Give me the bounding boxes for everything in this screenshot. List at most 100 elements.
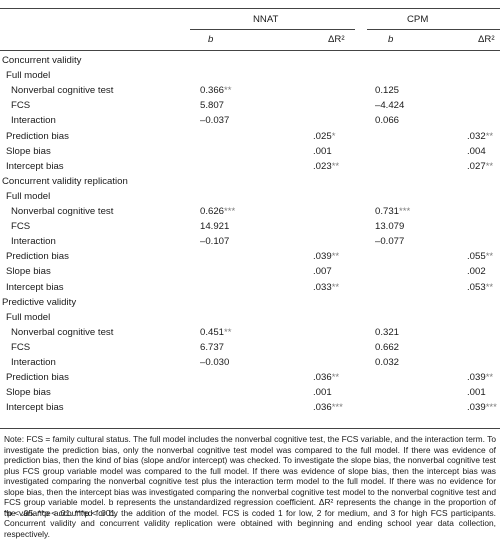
nnat-group-header: NNAT	[253, 14, 279, 25]
nnat-b-cell: 6.737	[200, 342, 224, 354]
row-label: Full model	[6, 312, 51, 323]
cell-value: .025	[313, 131, 332, 142]
header-rule	[0, 50, 500, 51]
nnat-dr2-cell: .025*	[313, 131, 335, 143]
row-label: Intercept bias	[6, 282, 64, 293]
significance-stars: *	[331, 131, 336, 142]
cell-value: 5.807	[200, 100, 225, 111]
cell-value: 0.032	[375, 357, 400, 368]
cpm-dr2-cell: .032**	[467, 131, 493, 143]
significance-stars: **	[485, 372, 494, 383]
cell-value: .027	[467, 161, 486, 172]
cell-value: .002	[467, 266, 486, 277]
significance-stars: **	[331, 372, 340, 383]
row-label: Full model	[6, 191, 51, 202]
cell-value: .036	[313, 372, 332, 383]
cpm-b-cell: 0.066	[375, 115, 399, 127]
cpm-group-header: CPM	[407, 14, 429, 25]
significance-stars: **	[331, 251, 340, 262]
nnat-dr2-cell: .023**	[313, 161, 339, 173]
cpm-b-cell: –0.077	[375, 236, 404, 248]
significance-stars: **	[485, 161, 494, 172]
nnat-dr2-cell: .033**	[313, 282, 339, 294]
row-label: Slope bias	[6, 146, 51, 157]
row-label: Predictive validity	[2, 297, 77, 308]
row-label: Prediction bias	[6, 251, 69, 262]
cpm-b-cell: 0.731***	[375, 206, 410, 218]
cell-value: –0.107	[200, 236, 230, 247]
cell-value: .001	[313, 387, 332, 398]
cpm-dr2-header: ΔR²	[478, 34, 495, 45]
cpm-dr2-cell: .053**	[467, 282, 493, 294]
table-note-text: Note: FCS = family cultural status. The …	[4, 434, 496, 539]
cell-value: .007	[313, 266, 332, 277]
nnat-dr2-header: ΔR²	[328, 34, 345, 45]
row-label: Interaction	[11, 236, 56, 247]
row-label: Interaction	[11, 115, 56, 126]
nnat-b-header: b	[208, 34, 214, 45]
row-label: Nonverbal cognitive test	[11, 327, 114, 338]
nnat-dr2-cell: .036***	[313, 402, 343, 414]
cell-value: 0.451	[200, 327, 225, 338]
significance-stars: ***	[224, 206, 236, 217]
cell-value: –0.037	[200, 115, 230, 126]
row-label: Nonverbal cognitive test	[11, 85, 114, 96]
significance-stars: **	[485, 251, 494, 262]
nnat-b-cell: –0.107	[200, 236, 229, 248]
cell-value: .001	[313, 146, 332, 157]
significance-stars: **	[331, 161, 340, 172]
row-label: Full model	[6, 70, 51, 81]
cell-value: 0.321	[375, 327, 400, 338]
cell-value: .032	[467, 131, 486, 142]
nnat-group-rule	[190, 29, 355, 30]
nnat-b-cell: –0.037	[200, 115, 229, 127]
cell-value: .004	[467, 146, 486, 157]
cell-value: –0.077	[375, 236, 405, 247]
nnat-dr2-cell: .039**	[313, 251, 339, 263]
row-label: Concurrent validity replication	[2, 176, 128, 187]
cell-value: 6.737	[200, 342, 225, 353]
cell-value: 14.921	[200, 221, 230, 232]
nnat-dr2-cell: .001	[313, 146, 332, 158]
cpm-b-cell: 0.032	[375, 357, 399, 369]
significance-stars: **	[485, 282, 494, 293]
significance-stars: ***	[485, 402, 497, 413]
row-label: Prediction bias	[6, 131, 69, 142]
cell-value: .039	[313, 251, 332, 262]
cpm-b-cell: –4.424	[375, 100, 404, 112]
cpm-dr2-cell: .001	[467, 387, 486, 399]
table-page: NNAT CPM b ΔR² b ΔR² Concurrent validity…	[0, 8, 500, 539]
cell-value: .023	[313, 161, 332, 172]
cpm-b-cell: 0.321	[375, 327, 399, 339]
cpm-b-cell: 13.079	[375, 221, 404, 233]
significance-stars: ***	[331, 402, 343, 413]
row-label: Slope bias	[6, 387, 51, 398]
significance-stars: **	[224, 327, 232, 338]
significance-stars: **	[224, 85, 232, 96]
cpm-dr2-cell: .039***	[467, 402, 497, 414]
nnat-dr2-cell: .036**	[313, 372, 339, 384]
cpm-dr2-cell: .039**	[467, 372, 493, 384]
cell-value: .033	[313, 282, 332, 293]
row-label: FCS	[11, 100, 31, 111]
row-label: Intercept bias	[6, 402, 64, 413]
cell-value: 0.626	[200, 206, 225, 217]
table-note: Note: FCS = family cultural status. The …	[4, 434, 496, 539]
significance-stars: **	[485, 131, 494, 142]
cell-value: 13.079	[375, 221, 405, 232]
cell-value: .055	[467, 251, 486, 262]
nnat-b-cell: –0.030	[200, 357, 229, 369]
nnat-b-cell: 14.921	[200, 221, 229, 233]
row-label: FCS	[11, 221, 31, 232]
cpm-b-cell: 0.662	[375, 342, 399, 354]
cell-value: –0.030	[200, 357, 230, 368]
row-label: Prediction bias	[6, 372, 69, 383]
row-label: Nonverbal cognitive test	[11, 206, 114, 217]
row-label: Interaction	[11, 357, 56, 368]
bottom-rule	[0, 428, 500, 429]
cell-value: .036	[313, 402, 332, 413]
nnat-b-cell: 0.451**	[200, 327, 231, 339]
cell-value: 0.125	[375, 85, 400, 96]
row-label: Concurrent validity	[2, 55, 82, 66]
cell-value: .053	[467, 282, 486, 293]
